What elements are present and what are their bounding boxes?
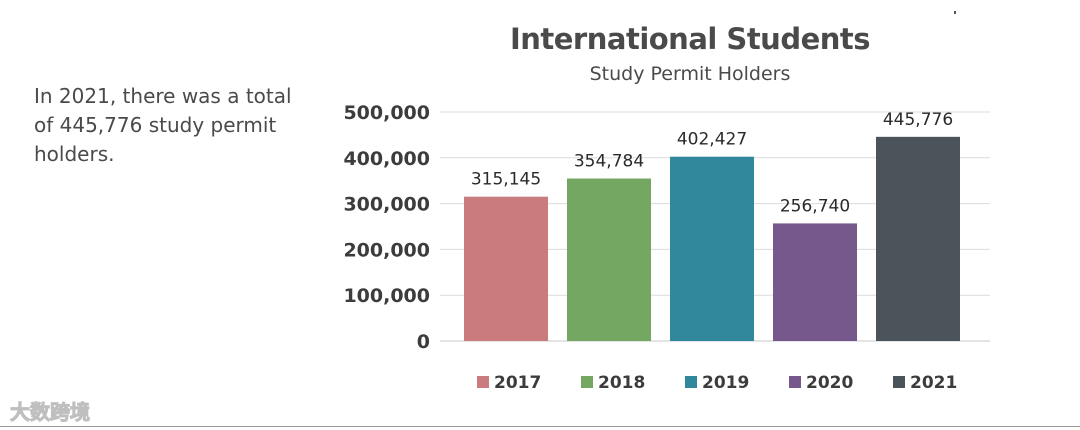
y-tick-label: 200,000 [343,239,430,261]
legend-label: 2019 [702,373,749,393]
legend-swatch [789,376,801,388]
corner-mark [954,11,956,14]
y-tick-label: 400,000 [343,148,430,170]
data-label-2017: 315,145 [471,170,541,190]
data-labels: 315,145 354,784 402,427 256,740 445,776 [471,110,953,217]
legend-label: 2018 [598,373,645,393]
bar-2017 [464,196,548,341]
legend-swatch [581,376,593,388]
data-label-2021: 445,776 [883,110,953,130]
legend-item-2021: 2021 [893,373,957,393]
chart-title: International Students [509,22,871,56]
legend-label: 2017 [494,373,541,393]
y-tick-label: 500,000 [343,102,430,124]
legend-swatch [685,376,697,388]
side-note: In 2021, there was a total of 445,776 st… [34,84,292,166]
y-axis: 0 100,000 200,000 300,000 400,000 500,000 [343,102,430,353]
legend-item-2018: 2018 [581,373,645,393]
bar-2019 [670,156,754,341]
bars [464,136,960,341]
data-label-2020: 256,740 [780,196,850,216]
bar-2020 [773,223,857,341]
legend-item-2017: 2017 [477,373,541,393]
chart-subtitle: Study Permit Holders [589,63,791,85]
legend-item-2020: 2020 [789,373,853,393]
legend: 2017 2018 2019 2020 2021 [477,373,957,393]
bottom-divider [0,426,1080,427]
data-label-2019: 402,427 [677,130,747,150]
data-label-2018: 354,784 [574,152,644,172]
watermark: 大数跨境 [10,400,91,425]
bar-2021 [876,136,960,341]
y-tick-label: 0 [417,331,430,353]
legend-swatch [477,376,489,388]
y-tick-label: 100,000 [343,285,430,307]
legend-swatch [893,376,905,388]
legend-item-2019: 2019 [685,373,749,393]
y-tick-label: 300,000 [343,194,430,216]
legend-label: 2021 [910,373,957,393]
bar-2018 [567,178,651,341]
legend-label: 2020 [806,373,853,393]
